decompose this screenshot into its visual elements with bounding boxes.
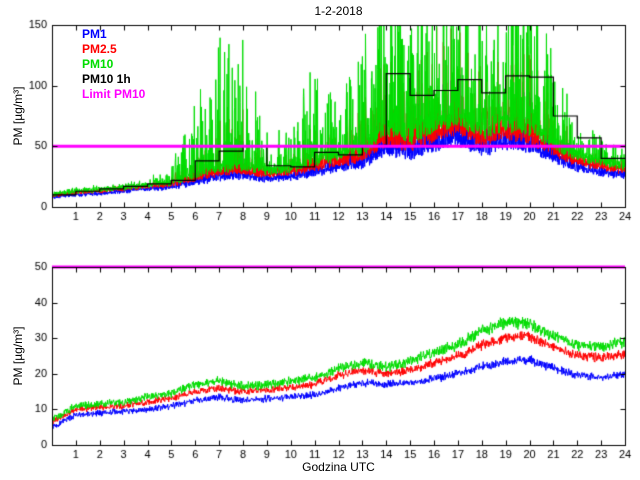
legend-item-pm10-1h: PM10 1h — [82, 72, 131, 86]
legend-item-pm10: PM10 — [82, 57, 114, 71]
y-axis-label-bottom: PM [µg/m³] — [11, 326, 25, 386]
legend-item-pm25: PM2.5 — [82, 42, 117, 56]
x-axis-label: Godzina UTC — [302, 460, 375, 474]
legend-item-pm1: PM1 — [82, 27, 107, 41]
y-axis-label-top: PM [µg/m³] — [11, 86, 25, 146]
chart-title: 1-2-2018 — [314, 4, 363, 18]
legend: PM1 PM2.5 PM10 PM10 1h Limit PM10 — [82, 27, 145, 102]
legend-item-limit-pm10: Limit PM10 — [82, 87, 146, 101]
